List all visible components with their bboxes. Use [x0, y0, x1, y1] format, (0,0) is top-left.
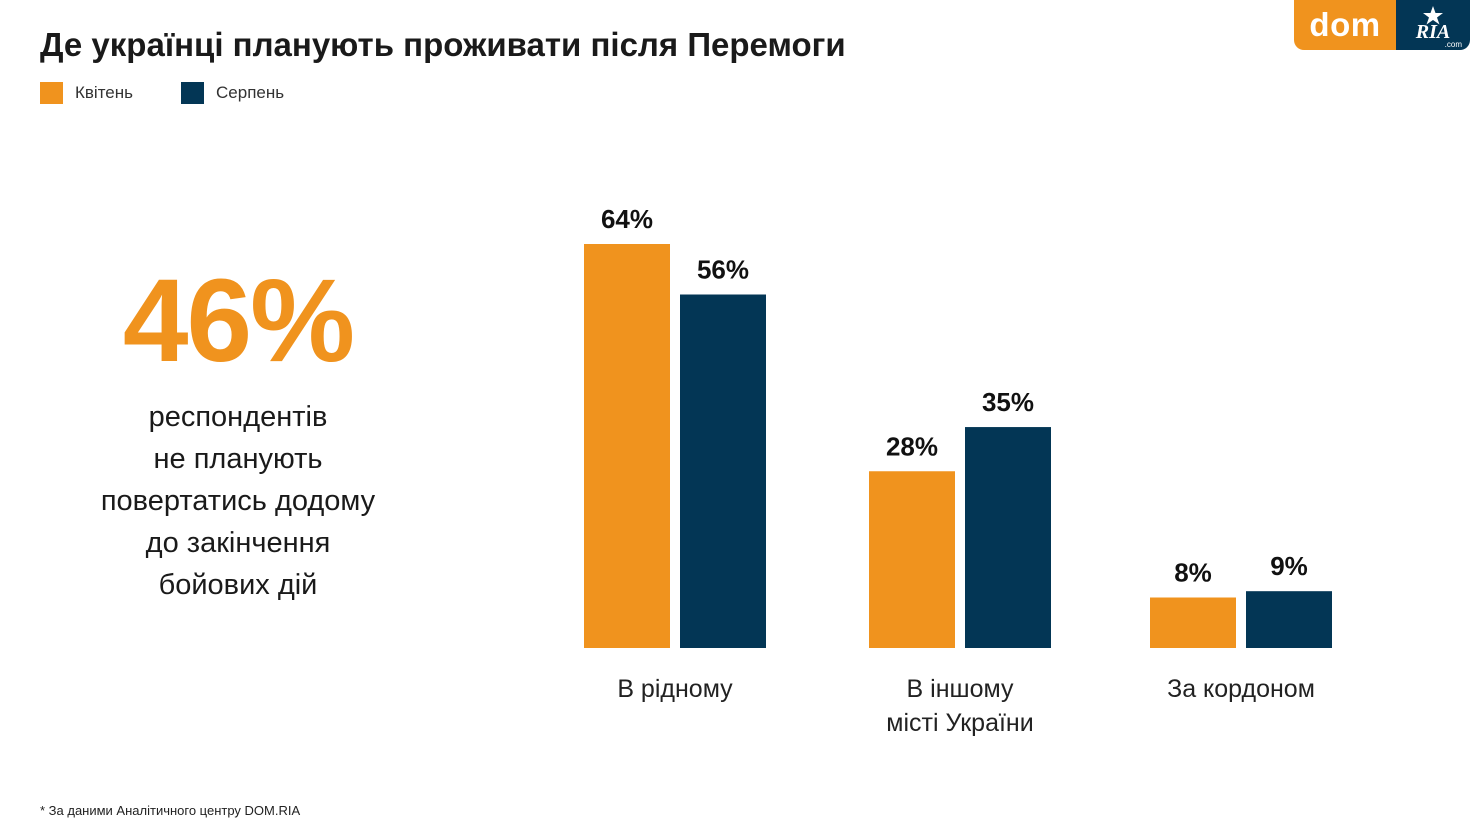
highlight-caption-line: бойових дій [158, 569, 318, 601]
bar-value-label: 64% [601, 204, 653, 234]
category-label: місті України [886, 709, 1033, 737]
bar-april-2 [1150, 597, 1236, 648]
highlight-caption-line: до закінчення [145, 527, 331, 559]
highlight-value: 46% [122, 255, 355, 387]
highlight-stat: 46% респондентів не планують повертатись… [40, 262, 436, 606]
legend-swatch-august [181, 82, 205, 104]
legend-swatch-april [40, 82, 63, 104]
source-footnote: * За даними Аналітичного центру DOM.RIA [40, 803, 301, 818]
ria-star-icon: RIA .com [1415, 6, 1463, 49]
category-label: За кордоном [1167, 675, 1315, 703]
bar-august-2 [1246, 591, 1332, 648]
logo-ria-sub: .com [1445, 40, 1463, 49]
legend-item-august: Серпень [181, 82, 284, 104]
bar-value-label: 9% [1270, 551, 1308, 581]
bar-august-0 [680, 294, 766, 648]
category-label: В рідному [617, 675, 733, 703]
bar-value-label: 8% [1174, 558, 1212, 588]
legend-item-april: Квітень [40, 82, 133, 104]
category-label: В іншому [907, 675, 1014, 703]
logo-ria-block: RIA .com [1396, 0, 1470, 50]
logo-dom-text: dom [1294, 0, 1396, 50]
highlight-caption-line: респондентів [148, 401, 328, 433]
bar-august-1 [965, 427, 1051, 648]
bar-april-1 [869, 471, 955, 648]
bar-value-label: 56% [697, 255, 749, 285]
legend-label-april: Квітень [75, 83, 134, 102]
domria-logo: dom RIA .com [1294, 0, 1470, 50]
bar-value-label: 35% [982, 387, 1034, 417]
page-title: Де українці планують проживати після Пер… [40, 26, 846, 63]
highlight-caption: респондентів не планують повертатись дод… [40, 396, 436, 606]
highlight-caption-line: не планують [153, 443, 323, 475]
bar-value-label: 28% [886, 431, 938, 461]
highlight-caption-line: повертатись додому [100, 485, 376, 517]
bar-april-0 [584, 244, 670, 648]
chart-legend: Квітень Серпень [40, 82, 332, 104]
legend-label-august: Серпень [216, 83, 285, 102]
logo-ria-text: RIA [1415, 21, 1450, 43]
